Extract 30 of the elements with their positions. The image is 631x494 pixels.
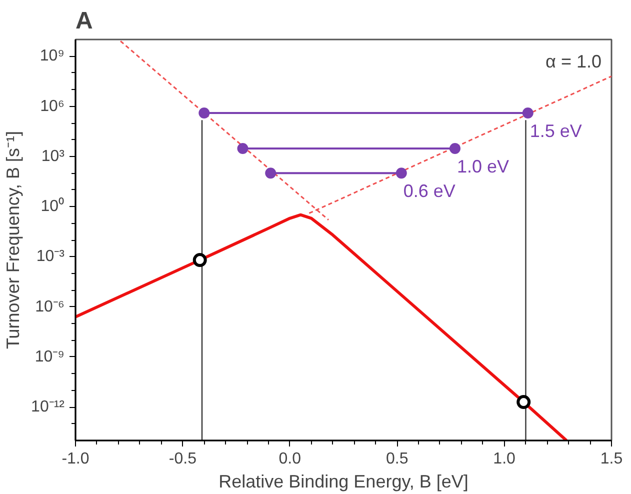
annotation: 1.5 eV <box>530 120 582 141</box>
x-tick-label: 1.5 <box>600 450 623 468</box>
y-tick-label: 10⁹ <box>40 48 65 65</box>
annotation: 1.0 eV <box>456 156 510 176</box>
y-tick-label: 10⁻⁹ <box>34 348 65 366</box>
point <box>396 168 407 179</box>
point <box>265 168 276 179</box>
chart-title: A <box>76 8 93 34</box>
y-tick-label: 10⁻³ <box>36 248 66 266</box>
x-tick-label: -1.0 <box>62 450 90 468</box>
point <box>516 395 531 410</box>
point <box>237 142 248 154</box>
annotation: α = 1.0 <box>546 52 602 72</box>
line-series <box>76 213 568 440</box>
point <box>198 107 210 118</box>
y-axis-title: Turnover Frequency, B [s⁻¹] <box>3 130 24 350</box>
y-tick-label: 10⁻¹² <box>31 398 66 416</box>
point <box>449 142 460 154</box>
y-tick-label: 10⁶ <box>40 98 65 115</box>
x-tick-label: 1.0 <box>493 450 516 468</box>
x-tick-label: -0.5 <box>168 450 197 468</box>
y-tick-label: 10⁻⁶ <box>35 298 65 316</box>
x-tick-label: 0.0 <box>278 450 302 468</box>
point <box>192 253 207 268</box>
annotation: 0.6 eV <box>403 181 456 202</box>
x-axis-title: Relative Binding Energy, B [eV] <box>218 472 468 492</box>
point <box>522 107 534 118</box>
y-tick-label: 10⁰ <box>40 197 64 216</box>
y-tick-label: 10³ <box>41 148 66 165</box>
x-tick-label: 0.5 <box>386 450 408 468</box>
